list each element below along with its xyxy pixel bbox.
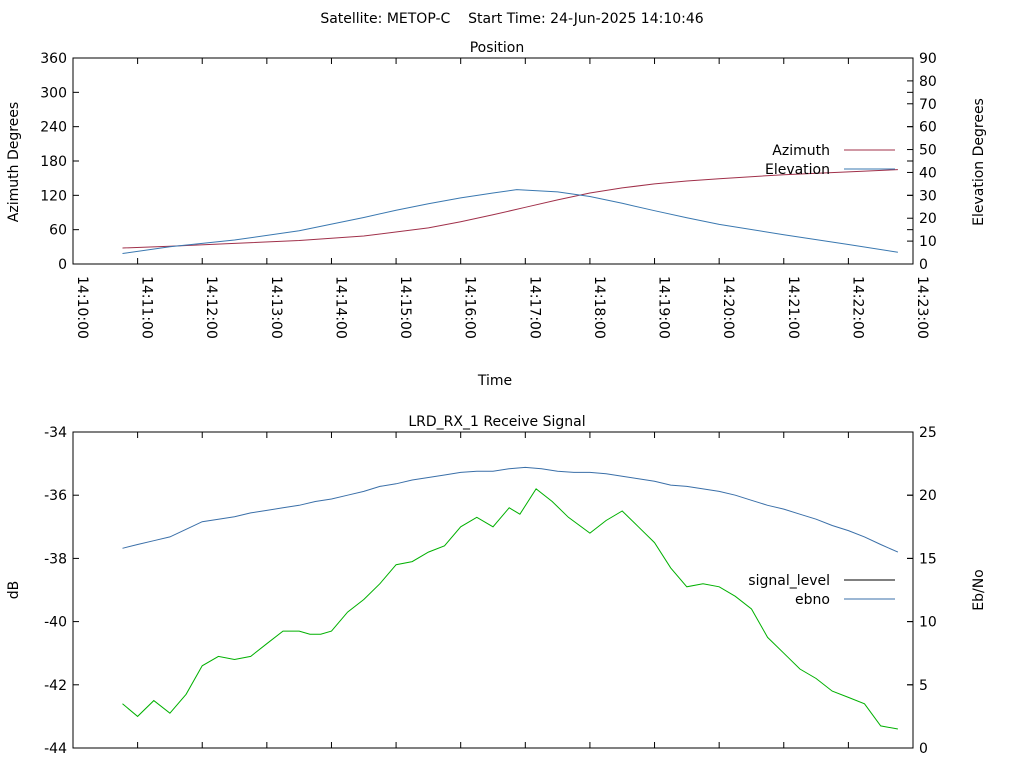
position-x-tick-label: 14:14:00 — [332, 276, 348, 339]
chart-header-title: Satellite: METOP-C Start Time: 24-Jun-20… — [320, 11, 703, 27]
position-x-tick-label: 14:13:00 — [268, 276, 284, 339]
position-y2-tick-label: 0 — [919, 257, 928, 273]
position-y2-tick-label: 90 — [919, 51, 937, 67]
signal-y-tick-label: -40 — [44, 615, 67, 631]
position-y-tick-label: 360 — [40, 51, 67, 67]
signal-y-tick-label: -34 — [44, 425, 67, 441]
signal-y-tick-label: -42 — [44, 678, 67, 694]
signal-legend-label: signal_level — [748, 573, 830, 589]
position-y2-tick-label: 60 — [919, 120, 937, 136]
position-y-tick-label: 0 — [58, 257, 67, 273]
signal-y2-tick-label: 25 — [919, 425, 937, 441]
position-y2-tick-label: 10 — [919, 234, 937, 250]
signal-y2-tick-label: 10 — [919, 615, 937, 631]
position-y2-tick-label: 20 — [919, 211, 937, 227]
position-plot-frame — [72, 57, 914, 265]
position-legend-label: Elevation — [765, 162, 830, 178]
position-x-tick-label: 14:12:00 — [203, 276, 219, 339]
position-y2-tick-label: 50 — [919, 143, 937, 159]
signal-y2-tick-label: 5 — [919, 678, 928, 694]
position-y2-axis-label: Elevation Degrees — [971, 98, 987, 226]
signal-y-axis-label: dB — [6, 581, 22, 600]
position-legend-label: Azimuth — [772, 143, 830, 159]
position-y-tick-label: 60 — [49, 223, 67, 239]
position-x-tick-label: 14:16:00 — [462, 276, 478, 339]
position-x-tick-label: 14:20:00 — [720, 276, 736, 339]
position-y-tick-label: 300 — [40, 85, 67, 101]
position-Azimuth-line — [122, 169, 898, 249]
signal-y-tick-label: -36 — [44, 488, 67, 504]
position-x-tick-label: 14:21:00 — [785, 276, 801, 339]
signal-plot-frame — [72, 431, 914, 749]
position-y-tick-label: 240 — [40, 120, 67, 136]
position-x-tick-label: 14:18:00 — [591, 276, 607, 339]
signal-y-tick-label: -38 — [44, 551, 67, 567]
signal-ebno-line — [122, 466, 899, 553]
position-x-tick-label: 14:19:00 — [656, 276, 672, 339]
position-x-tick-label: 14:10:00 — [74, 276, 90, 339]
position-x-tick-label: 14:11:00 — [139, 276, 155, 339]
signal-y2-tick-label: 15 — [919, 551, 937, 567]
position-y2-tick-label: 40 — [919, 165, 937, 181]
position-y-tick-label: 120 — [40, 188, 67, 204]
signal-legend-label: ebno — [795, 592, 830, 608]
position-x-tick-label: 14:15:00 — [397, 276, 413, 339]
position-y2-tick-label: 80 — [919, 74, 937, 90]
position-x-tick-label: 14:22:00 — [849, 276, 865, 339]
signal-signal_level-line — [122, 488, 898, 730]
position-x-tick-label: 14:23:00 — [914, 276, 930, 339]
position-y2-tick-label: 30 — [919, 188, 937, 204]
position-chart-title: Position — [470, 40, 525, 56]
position-Elevation-line — [122, 189, 898, 254]
position-y-tick-label: 180 — [40, 154, 67, 170]
chart-marks: 060120180240300360010203040506070809014:… — [40, 51, 937, 757]
signal-chart-title: LRD_RX_1 Receive Signal — [408, 414, 585, 430]
signal-y2-tick-label: 0 — [919, 741, 928, 757]
signal-y2-axis-label: Eb/No — [971, 569, 987, 611]
signal-y2-tick-label: 20 — [919, 488, 937, 504]
signal-y-tick-label: -44 — [44, 741, 67, 757]
position-x-axis-label: Time — [477, 373, 512, 389]
position-x-tick-label: 14:17:00 — [526, 276, 542, 339]
position-y2-tick-label: 70 — [919, 97, 937, 113]
position-y-axis-label: Azimuth Degrees — [6, 102, 22, 222]
